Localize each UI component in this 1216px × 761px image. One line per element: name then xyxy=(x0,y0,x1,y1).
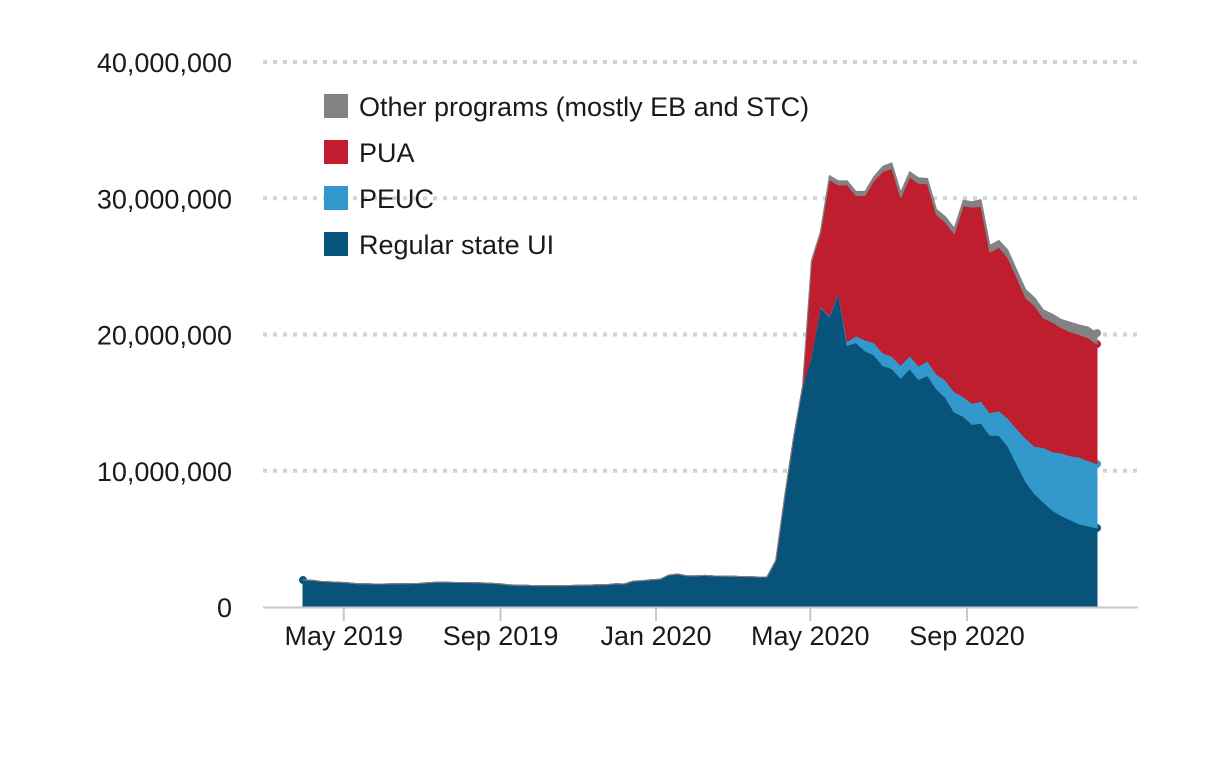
y-tick-label: 0 xyxy=(217,593,232,623)
y-tick-label: 20,000,000 xyxy=(97,321,232,351)
legend-label: Regular state UI xyxy=(359,230,554,260)
y-tick-label: 30,000,000 xyxy=(97,184,232,214)
x-tick-label: Jan 2020 xyxy=(600,621,711,651)
x-tick-label: May 2020 xyxy=(751,621,870,651)
x-axis xyxy=(263,606,1138,621)
y-axis-tick-labels: 0 10,000,000 20,000,000 30,000,000 40,000,00… xyxy=(97,48,232,623)
legend: Other programs (mostly EB and STC) PUA PEU… xyxy=(324,92,809,260)
legend-swatch xyxy=(324,140,348,164)
y-tick-label: 40,000,000 xyxy=(97,48,232,78)
area-other-programs-mostly-eb-and-stc xyxy=(302,162,1098,587)
x-axis-tick-labels: May 2019 Sep 2019 Jan 2020 May 2020 Sep 2020 xyxy=(284,621,1024,651)
y-tick-label: 10,000,000 xyxy=(97,457,232,487)
x-tick-label: Sep 2019 xyxy=(443,621,559,651)
x-tick-label: Sep 2020 xyxy=(909,621,1025,651)
legend-label: Other programs (mostly EB and STC) xyxy=(359,92,809,122)
x-tick-label: May 2019 xyxy=(284,621,403,651)
legend-swatch xyxy=(324,186,348,210)
legend-swatch xyxy=(324,94,348,118)
series-end-marker xyxy=(1093,329,1101,338)
legend-swatch xyxy=(324,232,348,256)
legend-label: PUA xyxy=(359,138,415,168)
legend-label: PEUC xyxy=(359,184,434,214)
